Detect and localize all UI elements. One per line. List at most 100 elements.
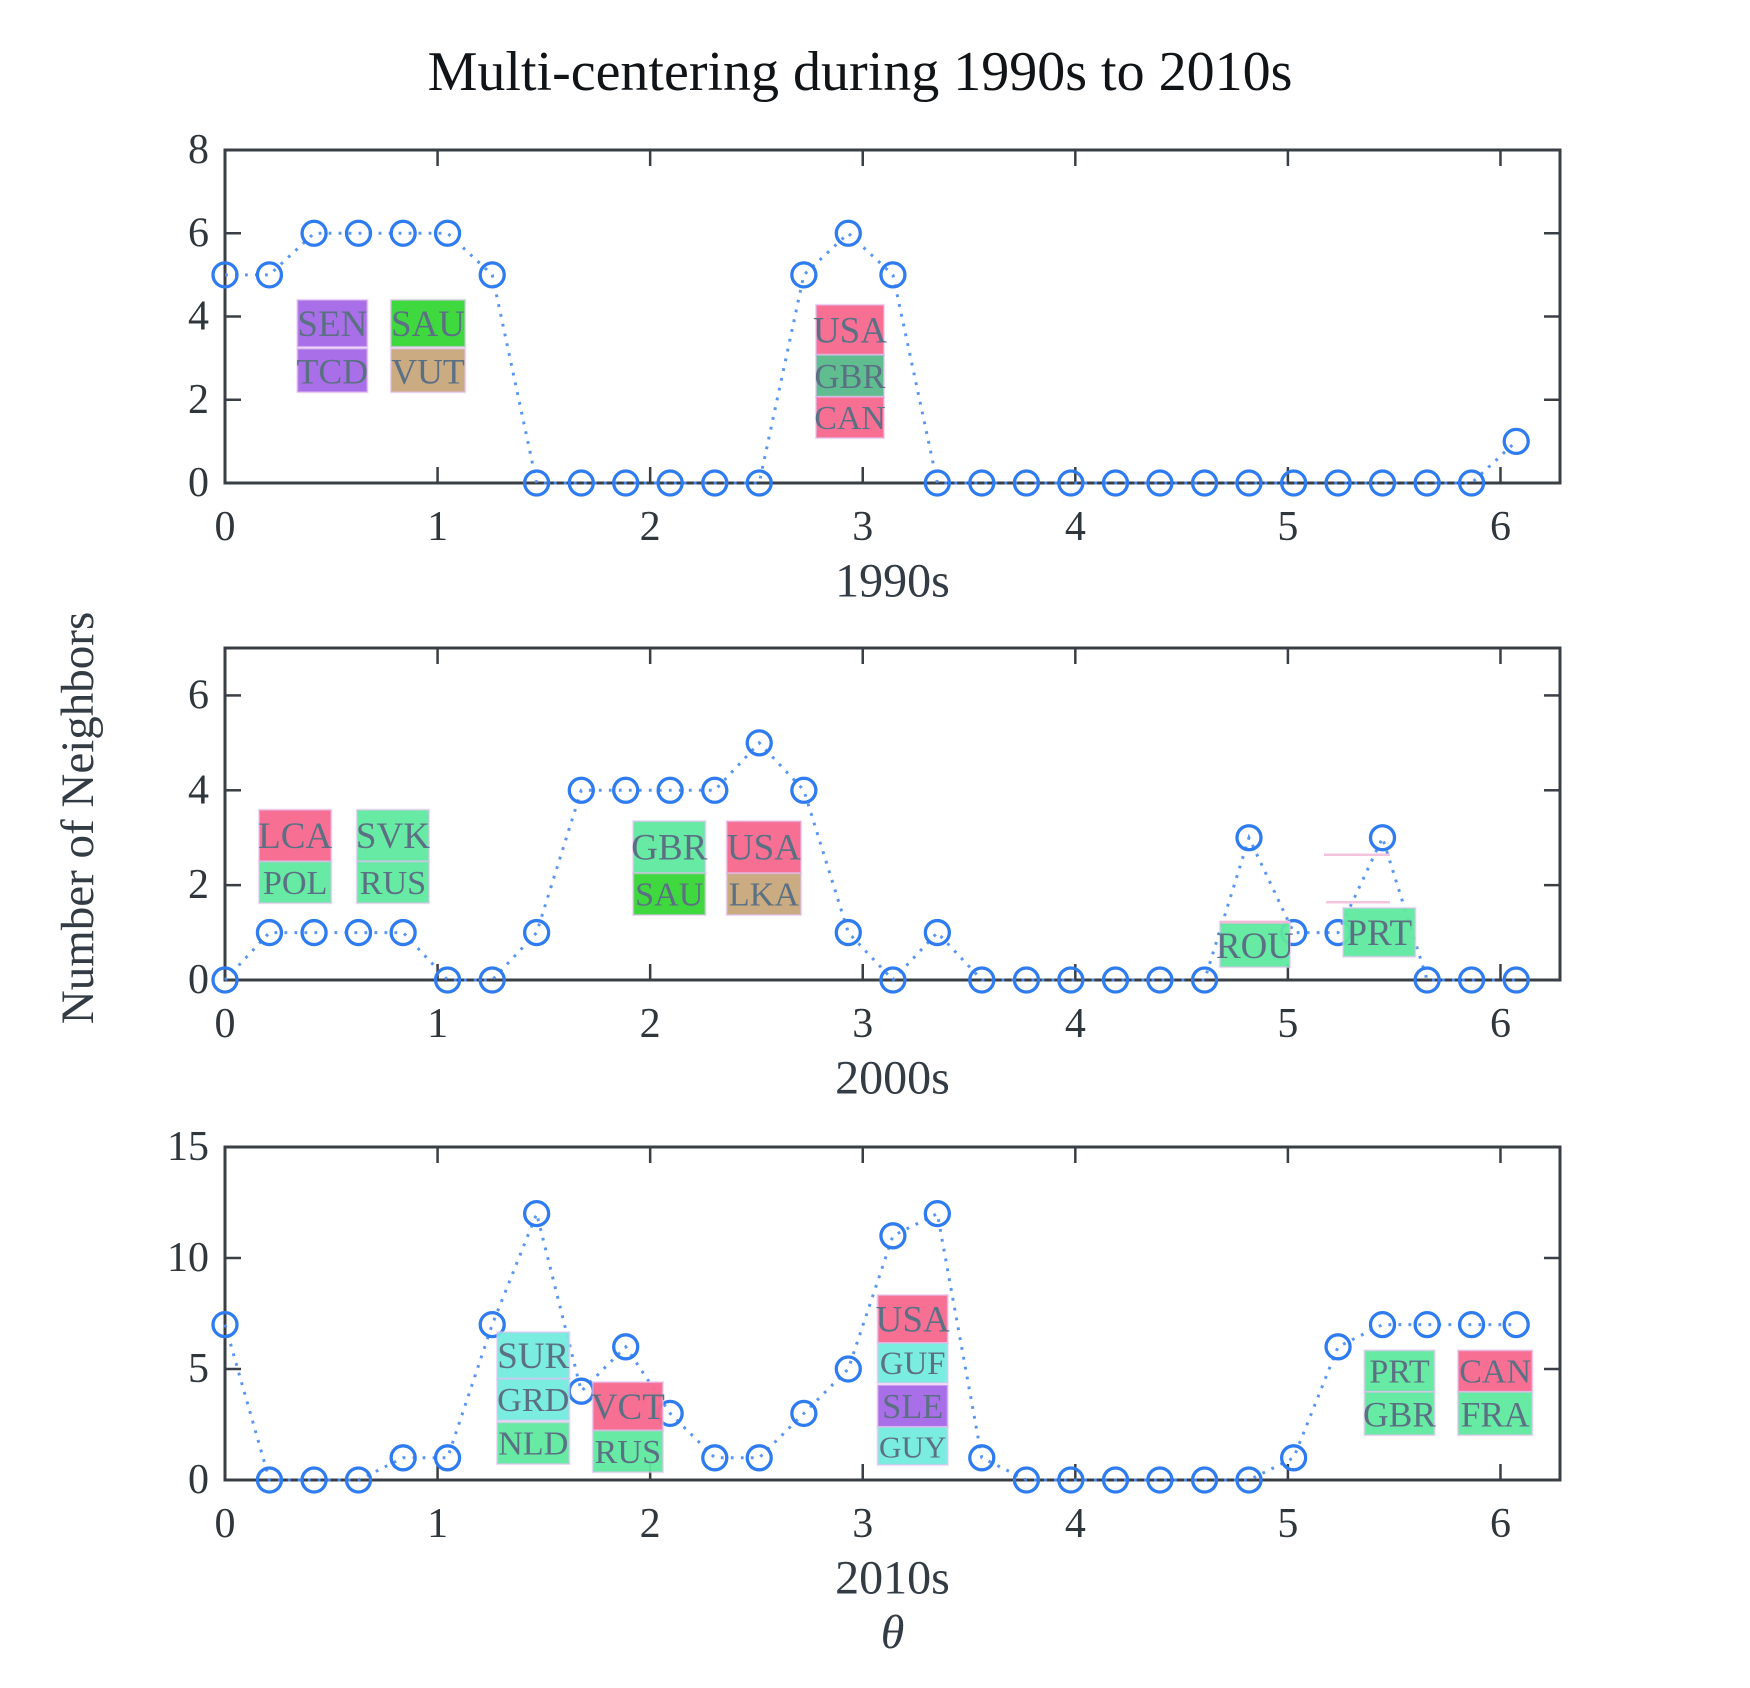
- country-label-text: VUT: [391, 351, 465, 391]
- country-label-box: [1342, 906, 1417, 958]
- data-point-marker: [612, 1333, 640, 1361]
- data-point-marker: [255, 261, 284, 289]
- x-tick-label: 1: [427, 504, 448, 550]
- data-point-marker: [211, 966, 239, 994]
- data-point-marker: [879, 966, 907, 994]
- data-point-marker: [300, 1466, 328, 1494]
- y-tick-label: 6: [188, 672, 209, 718]
- country-label-box: [496, 1331, 571, 1380]
- data-point-marker: [612, 469, 640, 497]
- x-tick-label: 1: [427, 1001, 448, 1047]
- y-tick-label: 4: [188, 294, 209, 340]
- x-tick-label: 2: [640, 1501, 661, 1547]
- data-point-marker: [968, 469, 996, 497]
- x-tick-label: 6: [1490, 504, 1511, 550]
- x-tick-label: 0: [215, 1001, 236, 1047]
- country-label-box: [814, 395, 885, 440]
- data-point-marker: [1324, 1333, 1352, 1361]
- data-point-marker: [433, 1444, 462, 1472]
- data-point-marker: [1235, 1466, 1263, 1494]
- data-point-marker: [478, 1310, 506, 1339]
- y-tick-label: 0: [188, 1457, 209, 1503]
- data-point-marker: [255, 918, 284, 947]
- data-point-marker: [1368, 1310, 1397, 1339]
- country-label-text: PRT: [1346, 913, 1412, 954]
- data-point-marker: [1235, 469, 1263, 497]
- country-label-text: TCD: [297, 351, 369, 391]
- data-point-marker: [344, 219, 373, 247]
- series-dotted-line: [225, 231, 1518, 485]
- data-point-marker: [567, 776, 595, 804]
- country-label-text: USA: [727, 828, 801, 869]
- decade-label: 1990s: [835, 555, 950, 608]
- country-label-text: LCA: [258, 816, 332, 857]
- country-label-box: [876, 1425, 949, 1466]
- y-tick-label: 0: [188, 957, 209, 1003]
- data-point-marker: [300, 918, 328, 947]
- country-label-box: [725, 872, 803, 917]
- data-point-marker: [1012, 469, 1041, 497]
- data-point-marker: [567, 1377, 595, 1405]
- data-point-marker: [522, 918, 551, 947]
- data-point-marker: [790, 776, 818, 804]
- data-point-marker: [1413, 966, 1441, 994]
- data-point-marker: [1146, 966, 1174, 994]
- x-tick-label: 3: [852, 1501, 873, 1547]
- data-point-marker: [1012, 966, 1041, 994]
- data-point-marker: [1190, 1466, 1219, 1494]
- data-point-marker: [1502, 427, 1530, 456]
- data-point-marker: [1101, 966, 1130, 994]
- decade-label: 2000s: [835, 1052, 950, 1105]
- data-point-marker: [1324, 469, 1352, 497]
- data-point-marker: [211, 1310, 239, 1339]
- country-label-text: SAU: [391, 304, 465, 345]
- data-point-marker: [255, 1466, 284, 1494]
- data-point-marker: [834, 219, 862, 247]
- data-point-marker: [1279, 469, 1308, 497]
- data-point-marker: [656, 776, 684, 804]
- country-label-text: LKA: [729, 877, 800, 914]
- data-point-marker: [923, 1199, 952, 1228]
- country-label-text: GBR: [1363, 1395, 1436, 1435]
- country-label-text: SEN: [297, 304, 367, 345]
- data-point-marker: [300, 219, 328, 247]
- data-point-marker: [790, 261, 818, 289]
- data-point-marker: [701, 776, 729, 804]
- data-point-marker: [344, 1466, 373, 1494]
- x-tick-label: 4: [1065, 504, 1086, 550]
- data-point-marker: [923, 469, 952, 497]
- data-point-marker: [389, 1444, 417, 1472]
- axes-frame: [223, 646, 1562, 982]
- country-label-box: [632, 872, 707, 917]
- data-point-marker: [1413, 1310, 1441, 1339]
- series-dotted-line: [223, 1208, 1517, 1482]
- country-label-text: SUR: [497, 1336, 569, 1377]
- data-point-marker: [923, 918, 952, 947]
- data-point-marker: [1190, 966, 1219, 994]
- y-tick-label: 5: [188, 1346, 209, 1392]
- country-label-box: [1456, 1390, 1534, 1437]
- data-point-marker: [1457, 469, 1486, 497]
- y-tick-label: 0: [188, 460, 209, 506]
- data-point-marker: [1368, 824, 1397, 852]
- data-point-marker: [478, 261, 506, 289]
- y-tick-label: 2: [188, 862, 209, 908]
- data-point-marker: [1457, 966, 1486, 994]
- y-tick-label: 2: [188, 377, 209, 423]
- country-label-text: POL: [263, 865, 328, 902]
- country-label-text: CAN: [814, 400, 885, 437]
- country-label-text: GUY: [879, 1429, 946, 1464]
- data-point-marker: [1101, 1466, 1130, 1494]
- data-point-marker: [745, 1444, 773, 1472]
- data-point-marker: [790, 1399, 818, 1428]
- country-label-text: SLE: [882, 1388, 943, 1426]
- data-point-marker: [1279, 1444, 1308, 1472]
- x-tick-label: 3: [852, 1001, 873, 1047]
- x-tick-label: 3: [852, 504, 873, 550]
- decade-label: 2010s: [835, 1552, 950, 1605]
- data-point-marker: [745, 729, 773, 757]
- x-tick-label: 5: [1277, 1501, 1298, 1547]
- country-label-text: PRT: [1369, 1354, 1430, 1391]
